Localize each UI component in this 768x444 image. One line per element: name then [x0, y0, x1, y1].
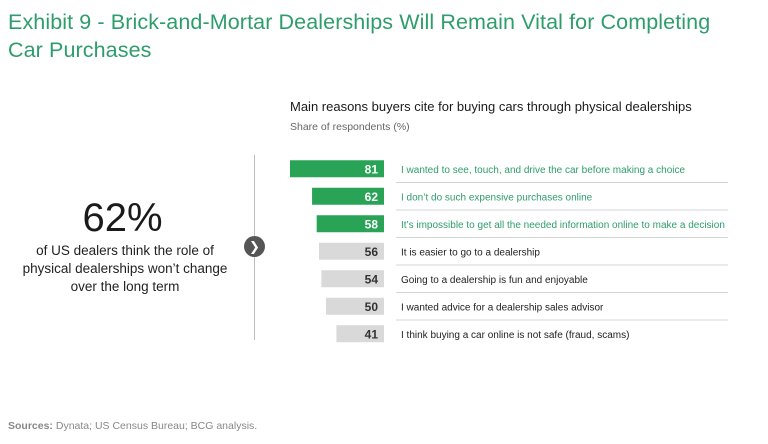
- chart-subtitle: Share of respondents (%): [290, 121, 410, 133]
- source-text: Dynata; US Census Bureau; BCG analysis.: [52, 420, 258, 432]
- chart-title: Main reasons buyers cite for buying cars…: [290, 99, 692, 114]
- bar-value-label-6: 50: [365, 300, 379, 314]
- chevron-right-icon: ❯: [244, 236, 265, 257]
- bar-4: [319, 242, 384, 260]
- category-label-6: I wanted advice for a dealership sales a…: [401, 302, 604, 313]
- source-note: Sources: Dynata; US Census Bureau; BCG a…: [8, 420, 257, 432]
- bar-value-label-7: 41: [365, 327, 379, 341]
- bar-value-label-4: 56: [365, 245, 379, 259]
- bar-value-label-3: 58: [365, 217, 379, 231]
- category-label-5: Going to a dealership is fun and enjoyab…: [401, 275, 588, 286]
- bar-7: [336, 325, 384, 343]
- bar-value-label-2: 62: [365, 190, 379, 204]
- category-label-7: I think buying a car online is not safe …: [401, 330, 629, 341]
- bar-3: [316, 215, 384, 233]
- category-label-4: It is easier to go to a dealership: [401, 247, 540, 258]
- bar-2: [312, 187, 384, 205]
- bar-value-label-5: 54: [365, 272, 379, 286]
- category-label-2: I don’t do such expensive purchases onli…: [401, 192, 593, 203]
- category-label-1: I wanted to see, touch, and drive the ca…: [401, 165, 685, 176]
- category-label-3: It’s impossible to get all the needed in…: [401, 220, 725, 231]
- bar-value-label-1: 81: [365, 162, 379, 176]
- key-stat-description: of US dealers think the role of physical…: [22, 243, 228, 294]
- exhibit-title: Exhibit 9 - Brick-and-Mortar Dealerships…: [8, 10, 711, 62]
- bar-6: [325, 297, 384, 315]
- bar-1: [290, 160, 384, 178]
- bar-5: [321, 270, 384, 288]
- key-stat-value: 62%: [82, 196, 163, 240]
- source-label: Sources:: [8, 420, 53, 432]
